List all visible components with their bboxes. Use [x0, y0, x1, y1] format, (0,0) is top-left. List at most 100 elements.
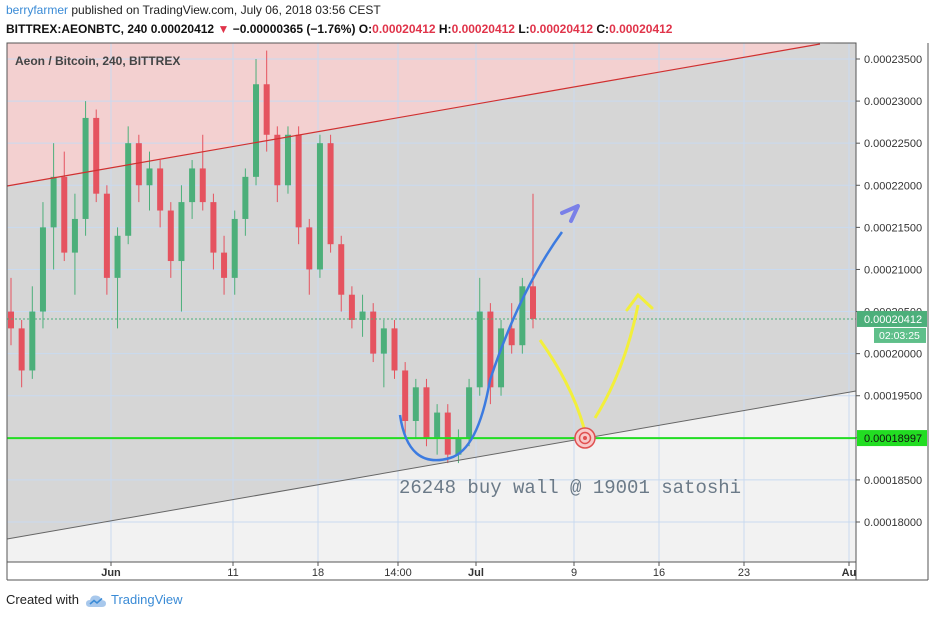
candle-body: [284, 134, 291, 186]
candle-body: [508, 328, 515, 346]
candle-body: [487, 311, 494, 388]
candles: [8, 50, 536, 464]
candle-body: [327, 143, 334, 245]
low-label: L:: [518, 22, 530, 36]
axes: 0.00023500 0.00023000 0.00022500 0.00022000…: [6, 42, 929, 581]
candle-body: [306, 227, 313, 270]
candle-body: [157, 168, 164, 211]
blue-arrow-icon: [560, 204, 580, 223]
candle-body: [29, 311, 36, 371]
candle-body: [348, 294, 355, 320]
candle-body: [125, 143, 132, 236]
candle-body: [114, 235, 121, 278]
created-with-text: Created with: [6, 592, 79, 607]
candle-body: [189, 168, 196, 203]
candle-body: [466, 387, 473, 438]
chart-title: Aeon / Bitcoin, 240, BITTREX: [15, 54, 180, 68]
yellow-arrow-icon: [625, 292, 654, 312]
channel-fill: [7, 43, 856, 539]
candle-body: [423, 387, 430, 438]
candle-body: [146, 168, 153, 186]
y-tick-label: 0.00020000: [864, 349, 922, 361]
close-value: 0.00020412: [609, 22, 673, 36]
candle-body: [519, 286, 526, 346]
down-arrow-icon: ▼: [217, 22, 230, 36]
support-price-tag: [857, 430, 927, 447]
candle-body: [135, 143, 142, 186]
y-tick-label: 0.00019500: [864, 391, 922, 403]
candle-body: [18, 328, 25, 371]
author-link[interactable]: berryfarmer: [6, 3, 69, 17]
y-tick-label: 0.00021000: [864, 264, 922, 276]
x-tick-label: 23: [738, 567, 750, 579]
support-trendline: [6, 390, 857, 540]
last-price-tag-label: 0.00020412: [864, 314, 922, 326]
blue-projection-path: [398, 231, 564, 462]
y-tick-label: 0.00023500: [864, 54, 922, 66]
candle-body: [178, 202, 185, 262]
tradingview-cloud-icon: [85, 595, 106, 607]
low-value: 0.00020412: [529, 22, 594, 36]
y-tick-label: 0.00018500: [864, 475, 922, 487]
candle-body: [455, 437, 462, 455]
open-label: O:: [358, 22, 373, 36]
symbol-label: BITTREX:AEONBTC, 240: [6, 22, 148, 36]
candle-body: [391, 328, 398, 371]
x-tick-label: 14:00: [384, 567, 412, 579]
published-text: published on TradingView.com, July 06, 2…: [71, 3, 381, 17]
open-value: 0.00020412: [372, 22, 436, 36]
candle-body: [93, 117, 100, 194]
target-marker-inner: [578, 431, 592, 445]
last-price-tag: [857, 310, 927, 327]
chart-background: [7, 43, 856, 562]
tradingview-link[interactable]: TradingView: [110, 592, 183, 607]
high-value: 0.00020412: [451, 22, 515, 36]
x-tick-label: Jul: [468, 567, 484, 579]
candle-body: [39, 227, 46, 312]
x-tick-label: 16: [653, 567, 665, 579]
candle-body: [412, 387, 419, 421]
y-tick-label: 0.00023000: [864, 96, 922, 108]
candle-body: [316, 143, 323, 270]
countdown-tag: [874, 327, 926, 343]
candle-body: [103, 193, 110, 278]
candle-body: [8, 311, 14, 329]
candle-body: [242, 176, 249, 219]
x-tick-label: 11: [227, 567, 238, 579]
y-tick-label: 0.00022000: [864, 180, 922, 192]
resistance-trendline: [6, 43, 821, 187]
candle-body: [263, 84, 270, 135]
x-tick-label: Jun: [101, 567, 121, 579]
y-tick-label: 0.00022500: [864, 138, 922, 150]
candle-body: [370, 311, 377, 354]
target-marker-dot: [583, 436, 587, 440]
publisher-line: berryfarmer published on TradingView.com…: [6, 3, 381, 17]
ohlc-line: BITTREX:AEONBTC, 240 0.00020412 ▼ −0.000…: [6, 22, 672, 36]
annotation-text: 26248 buy wall @ 19001 satoshi: [399, 477, 741, 499]
candle-body: [231, 218, 238, 278]
candle-body: [498, 328, 505, 388]
countdown-label: 02:03:25: [879, 330, 920, 342]
x-tick-label: 18: [312, 567, 324, 579]
candle-body: [253, 84, 260, 177]
candle-body: [295, 134, 302, 228]
candle-body: [380, 328, 387, 354]
last-price: 0.00020412: [150, 22, 215, 36]
x-tick-label: 9: [571, 567, 577, 579]
drawings: 26248 buy wall @ 19001 satoshi: [6, 43, 857, 540]
footer: Created with TradingView: [6, 592, 183, 608]
candle-body: [210, 202, 217, 253]
x-tick-label: Au: [842, 567, 857, 579]
candle-body: [274, 134, 281, 186]
high-label: H:: [438, 22, 452, 36]
yellow-down-path: [538, 339, 586, 429]
candle-body: [221, 252, 228, 278]
y-tick-label: 0.00021500: [864, 222, 922, 234]
close-label: C:: [596, 22, 610, 36]
candle-body: [444, 412, 451, 455]
price-change: −0.00000365 (−1.76%): [232, 22, 356, 36]
candle-body: [82, 117, 89, 219]
candle-body: [434, 412, 441, 438]
candle-body: [359, 311, 366, 320]
